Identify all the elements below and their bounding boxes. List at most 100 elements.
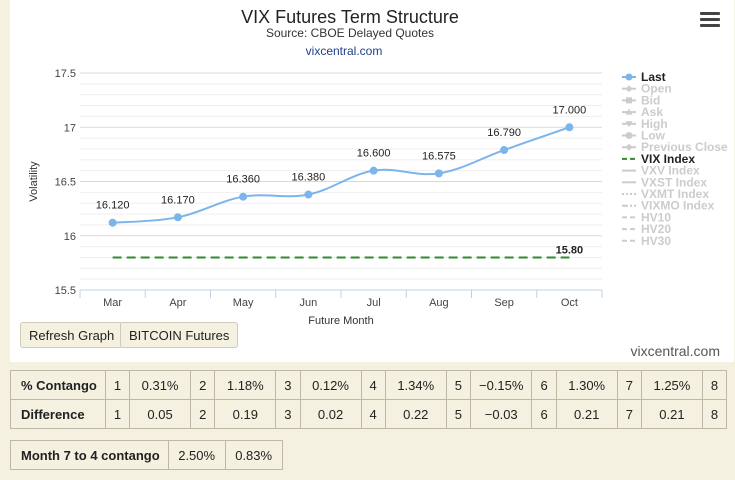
y-tick-label: 17	[64, 122, 76, 134]
legend-item-label[interactable]: Bid	[641, 93, 660, 107]
row-header: Difference	[10, 399, 106, 429]
last-series-data-label: 17.000	[553, 104, 587, 116]
value-cell: 1.30%	[555, 370, 618, 400]
legend-item-label[interactable]: HV20	[641, 222, 671, 236]
y-tick-label: 17.5	[55, 68, 76, 80]
legend-item-label[interactable]: VXMT Index	[641, 187, 709, 201]
y-tick-label: 16.5	[55, 177, 76, 189]
bitcoin-futures-button[interactable]: BITCOIN Futures	[120, 322, 239, 348]
table-row: % Contango 1 0.31% 2 1.18% 3 0.12% 4 1.34% 5 −0.15…	[10, 370, 728, 400]
last-series-point	[369, 166, 378, 175]
x-tick-label: Sep	[494, 297, 514, 309]
vix-index-data-label: 15.80	[556, 244, 584, 256]
last-series-data-label: 16.120	[96, 200, 130, 212]
last-series-point	[108, 218, 117, 227]
x-tick-label: Oct	[561, 297, 578, 309]
legend-item-label[interactable]: Ask	[641, 105, 663, 119]
last-series-data-label: 16.170	[161, 194, 195, 206]
y-tick-label: 15.5	[55, 285, 76, 297]
month-number-cell: 1	[104, 370, 131, 400]
legend-item-label[interactable]: VXV Index	[641, 164, 700, 178]
last-series-point	[173, 213, 182, 222]
legend-marker-icon	[625, 73, 633, 81]
value-cell: 0.05	[129, 399, 192, 429]
x-tick-label: Jun	[300, 297, 318, 309]
table-row: Month 7 to 4 contango 2.50% 0.83%	[10, 440, 283, 470]
month-number-cell: 3	[275, 399, 301, 429]
value-cell: 0.19	[214, 399, 277, 429]
month-number-cell: 8	[701, 370, 728, 400]
refresh-graph-button[interactable]: Refresh Graph	[20, 322, 124, 348]
x-tick-label: Apr	[169, 297, 186, 309]
legend-item-label[interactable]: Previous Close	[641, 140, 728, 154]
chart-site-link: vixcentral.com	[306, 44, 383, 58]
last-series-data-label: 16.600	[357, 148, 391, 160]
legend-marker-icon	[626, 97, 632, 104]
summary-value: 2.50%	[167, 440, 226, 470]
value-cell: 1.18%	[214, 370, 277, 400]
month-number-cell: 7	[616, 370, 642, 400]
x-tick-label: May	[233, 297, 254, 309]
last-series-point	[239, 192, 248, 201]
legend-item-label[interactable]: VIXMO Index	[641, 199, 715, 213]
month-number-cell: 6	[531, 370, 557, 400]
month-number-cell: 5	[445, 399, 472, 429]
value-cell: −0.03	[469, 399, 533, 429]
last-series-data-label: 16.360	[226, 174, 260, 186]
legend-item-label[interactable]: Open	[641, 82, 672, 96]
month-number-cell: 8	[701, 399, 728, 429]
legend-item-label[interactable]: Last	[641, 70, 666, 84]
hamburger-menu-icon[interactable]	[700, 12, 720, 28]
last-series-point	[434, 169, 443, 178]
chart-panel: VIX Futures Term Structure Source: CBOE D…	[10, 0, 734, 362]
legend-item-label[interactable]: HV30	[641, 234, 671, 248]
legend-item-label[interactable]: VIX Index	[641, 152, 695, 166]
last-series-point	[565, 123, 574, 132]
chart-subtitle: Source: CBOE Delayed Quotes	[266, 26, 434, 40]
last-series-line	[112, 126, 570, 224]
summary-label: Month 7 to 4 contango	[10, 440, 169, 470]
x-tick-label: Mar	[103, 297, 122, 309]
value-cell: 0.22	[384, 399, 447, 429]
legend-item-label[interactable]: VXST Index	[641, 175, 707, 189]
chart-title: VIX Futures Term Structure	[241, 7, 459, 27]
x-axis-title: Future Month	[308, 315, 373, 327]
month-number-cell: 6	[531, 399, 557, 429]
month-number-cell: 1	[104, 399, 131, 429]
month-number-cell: 4	[360, 399, 386, 429]
value-cell: 0.02	[299, 399, 362, 429]
month-number-cell: 5	[445, 370, 472, 400]
month-number-cell: 2	[190, 399, 216, 429]
value-cell: −0.15%	[469, 370, 533, 400]
legend-marker-icon	[625, 132, 633, 139]
summary-value: 0.83%	[224, 440, 283, 470]
value-cell: 0.12%	[299, 370, 362, 400]
value-cell: 0.21	[555, 399, 618, 429]
last-series-point	[304, 190, 313, 199]
legend-item-label[interactable]: HV10	[641, 210, 671, 224]
y-axis-title: Volatility	[28, 161, 40, 202]
month-7-to-4-contango-table: Month 7 to 4 contango 2.50% 0.83%	[10, 440, 283, 470]
legend-marker-icon	[625, 121, 633, 128]
legend-marker-icon	[625, 143, 633, 151]
month-number-cell: 2	[190, 370, 216, 400]
last-series-data-label: 16.790	[487, 127, 521, 139]
value-cell: 0.31%	[129, 370, 192, 400]
month-number-cell: 7	[616, 399, 642, 429]
legend-item-label[interactable]: High	[641, 117, 668, 131]
value-cell: 0.21	[640, 399, 703, 429]
credits-link[interactable]: vixcentral.com	[630, 343, 720, 359]
value-cell: 1.25%	[640, 370, 703, 400]
x-tick-label: Jul	[367, 297, 381, 309]
x-tick-label: Aug	[429, 297, 449, 309]
month-number-cell: 3	[275, 370, 301, 400]
row-header: % Contango	[10, 370, 106, 400]
legend-marker-icon	[625, 85, 633, 93]
legend-item-label[interactable]: Low	[641, 129, 666, 143]
table-row: Difference 1 0.05 2 0.19 3 0.02 4 0.22 5 −0.03 6 0.2…	[10, 399, 728, 429]
last-series-data-label: 16.380	[292, 172, 326, 184]
last-series-data-label: 16.575	[422, 150, 456, 162]
month-number-cell: 4	[360, 370, 386, 400]
legend-marker-icon	[625, 108, 633, 115]
value-cell: 1.34%	[384, 370, 447, 400]
